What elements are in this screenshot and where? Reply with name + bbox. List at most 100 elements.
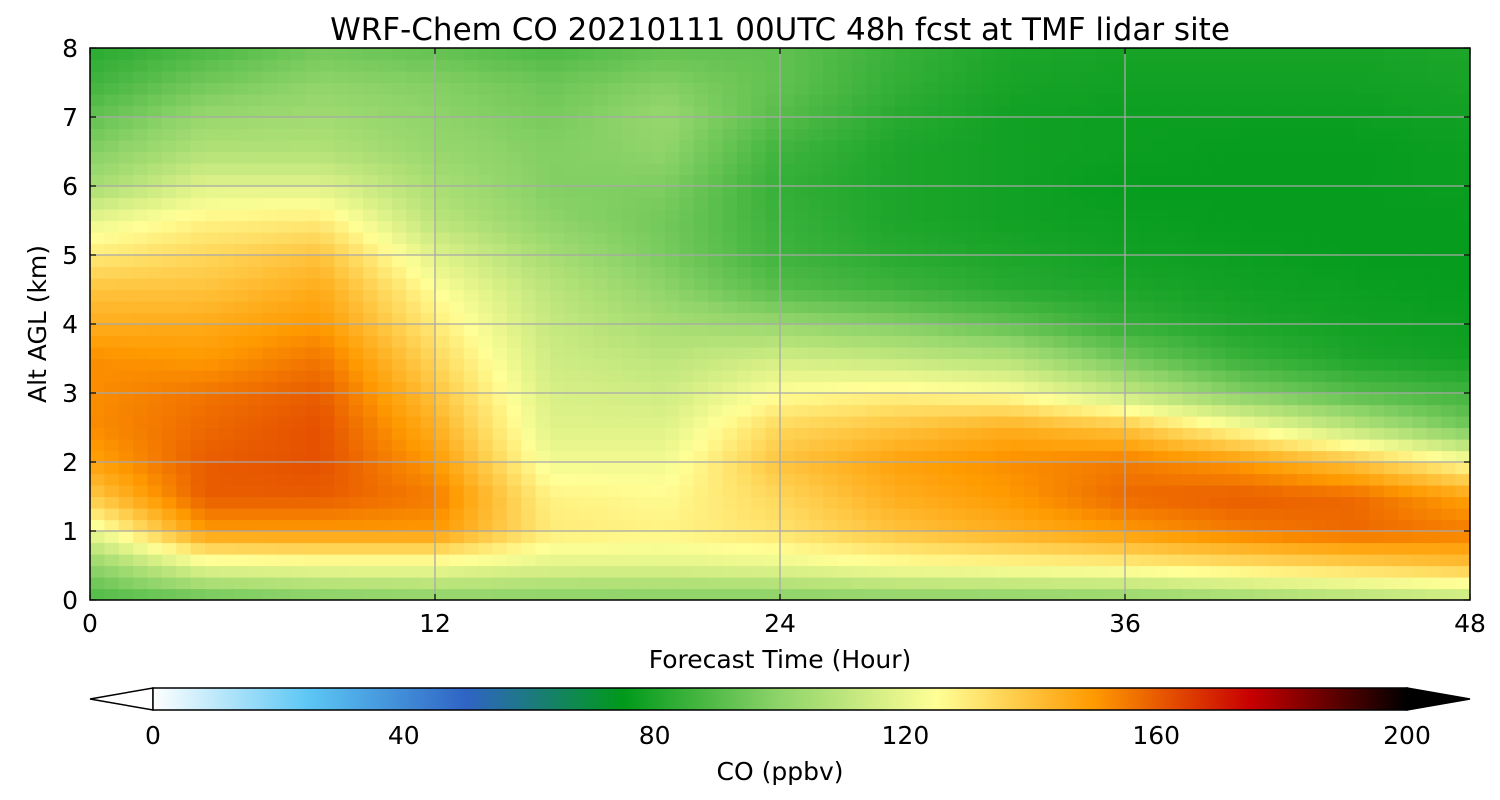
heat-cell	[262, 59, 278, 72]
heat-cell	[866, 393, 882, 406]
heat-cell	[521, 381, 537, 394]
heat-cell	[880, 71, 896, 84]
heat-cell	[1081, 128, 1097, 141]
heat-cell	[449, 554, 465, 567]
heat-cell	[636, 163, 652, 176]
heat-cell	[1168, 289, 1184, 302]
heat-cell	[406, 508, 422, 521]
heat-cell	[952, 209, 968, 222]
heat-cell	[1426, 301, 1442, 314]
heat-cell	[1311, 174, 1327, 187]
heat-cell	[1225, 197, 1241, 210]
heat-cell	[1053, 312, 1069, 325]
heat-cell	[420, 450, 436, 463]
heat-cell	[1412, 128, 1428, 141]
heat-cell	[133, 416, 149, 429]
heat-cell	[1024, 450, 1040, 463]
heat-cell	[219, 266, 235, 279]
heat-cell	[995, 416, 1011, 429]
heat-cell	[334, 381, 350, 394]
heat-cell	[435, 48, 450, 61]
heat-cell	[1110, 531, 1126, 544]
heat-cell	[262, 508, 278, 521]
heat-cell	[161, 496, 177, 509]
heat-cell	[1311, 48, 1327, 61]
heat-cell	[1283, 370, 1299, 383]
heat-cell	[1139, 117, 1155, 130]
heat-cell	[1067, 174, 1083, 187]
heat-cell	[1355, 404, 1370, 417]
heat-cell	[147, 48, 163, 61]
heat-cell	[1398, 266, 1414, 279]
heat-cell	[1196, 381, 1212, 394]
heat-cell	[420, 128, 436, 141]
heat-cell	[981, 450, 997, 463]
heat-cell	[851, 197, 867, 210]
heat-cell	[248, 485, 264, 498]
heat-cell	[895, 197, 910, 210]
heat-cell	[1053, 393, 1069, 406]
heat-cell	[406, 542, 422, 555]
heat-cell	[621, 588, 637, 600]
heat-cell	[952, 588, 968, 600]
heat-cell	[808, 82, 824, 95]
heat-cell	[248, 565, 264, 578]
heat-cell	[262, 531, 278, 544]
heat-cell	[463, 289, 479, 302]
heat-cell	[478, 209, 494, 222]
heat-cell	[1139, 243, 1155, 256]
heat-cell	[708, 588, 724, 600]
heat-cell	[1283, 151, 1299, 164]
heat-cell	[190, 439, 206, 452]
heat-cell	[1182, 59, 1198, 72]
heat-cell	[305, 565, 321, 578]
heat-cell	[233, 94, 249, 107]
heat-cell	[1168, 312, 1184, 325]
heat-cell	[1340, 450, 1356, 463]
heat-cell	[851, 335, 867, 348]
heat-cell	[736, 174, 752, 187]
heat-cell	[420, 473, 436, 486]
heat-cell	[391, 404, 407, 417]
heat-cell	[995, 450, 1011, 463]
heat-cell	[420, 105, 436, 118]
heat-cell	[794, 186, 810, 199]
heat-cell	[851, 370, 867, 383]
heat-cell	[334, 59, 350, 72]
heat-cell	[1211, 393, 1227, 406]
heat-cell	[1225, 301, 1241, 314]
heat-cell	[708, 347, 724, 360]
heat-cell	[636, 531, 652, 544]
heat-cell	[233, 485, 249, 498]
heat-cell	[593, 347, 609, 360]
heat-cell	[593, 485, 609, 498]
heat-cell	[377, 128, 393, 141]
heat-cell	[420, 48, 436, 61]
heat-cell	[550, 82, 565, 95]
heat-cell	[248, 174, 264, 187]
heat-cell	[1024, 174, 1040, 187]
heat-cell	[736, 278, 752, 291]
heat-cell	[1240, 232, 1255, 245]
heat-cell	[693, 255, 709, 268]
heat-cell	[1125, 381, 1140, 394]
heat-cell	[837, 427, 853, 440]
heat-cell	[320, 393, 335, 406]
heat-cell	[851, 347, 867, 360]
heat-cell	[780, 289, 795, 302]
heat-cell	[391, 370, 407, 383]
heat-cell	[751, 519, 767, 532]
heat-cell	[665, 197, 680, 210]
heat-cell	[1010, 163, 1025, 176]
heat-cell	[880, 301, 896, 314]
heat-cell	[305, 278, 321, 291]
heat-cell	[1254, 220, 1270, 233]
heat-cell	[1355, 163, 1370, 176]
heat-cell	[765, 554, 781, 567]
heat-cell	[693, 347, 709, 360]
heat-cell	[291, 232, 307, 245]
heat-cell	[377, 508, 393, 521]
heat-cell	[276, 577, 292, 590]
heat-cell	[90, 554, 105, 567]
heat-cell	[521, 82, 537, 95]
